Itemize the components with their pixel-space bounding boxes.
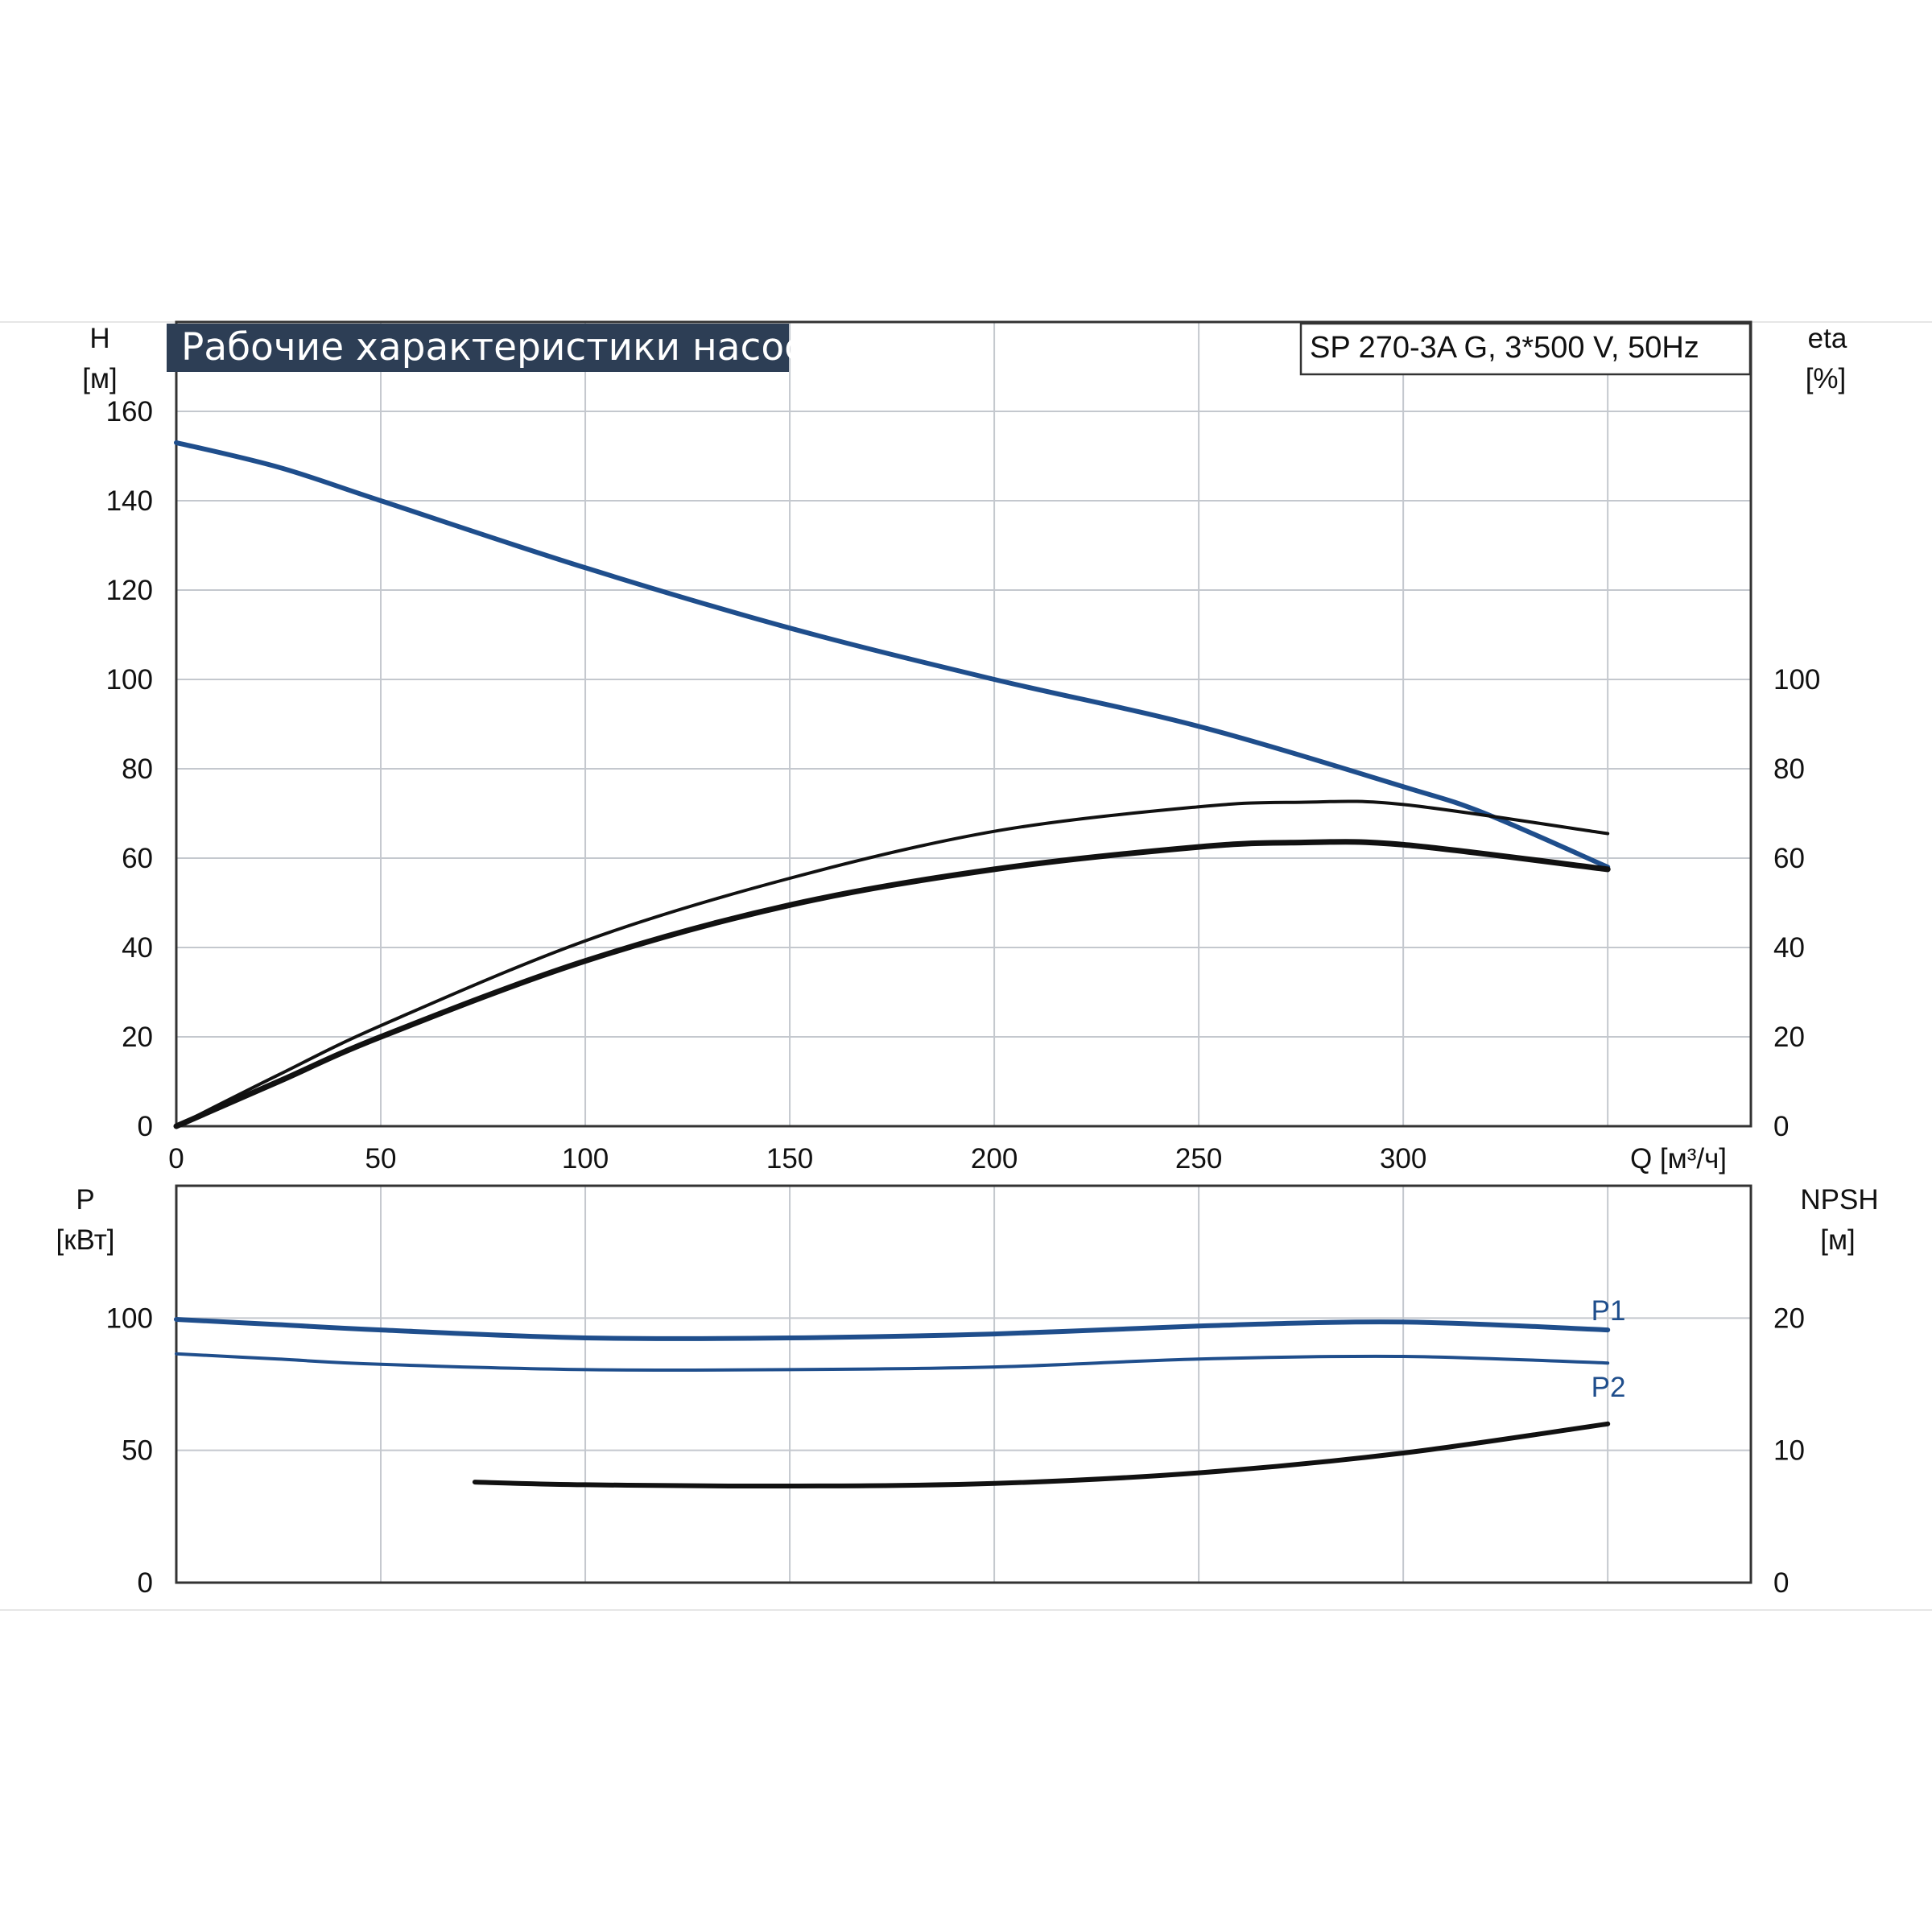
- eta-tick-label: 60: [1773, 843, 1805, 874]
- NPSH-curve: [472, 1421, 1611, 1489]
- P2-curve: [175, 1352, 1610, 1373]
- P1-curve: [174, 1317, 1611, 1341]
- curve-layer: [173, 440, 1611, 1489]
- x-tick-label: 50: [365, 1143, 397, 1174]
- head-axis-label: H: [89, 323, 109, 354]
- x-tick-label: 200: [971, 1143, 1018, 1174]
- x-tick-label: 100: [562, 1143, 609, 1174]
- head-tick-label: 0: [138, 1111, 153, 1142]
- head-tick-label: 60: [122, 843, 153, 874]
- eta-axis-label: eta: [1808, 323, 1847, 354]
- chart-title: Рабочие характеристики насоса: [167, 324, 828, 372]
- head-tick-label: 40: [122, 932, 153, 964]
- chart-title-text: Рабочие характеристики насоса: [181, 325, 828, 369]
- model-box-frame: [1299, 322, 1752, 376]
- power-tick-label: 100: [106, 1302, 153, 1334]
- head-tick-label: 120: [106, 575, 153, 606]
- x-tick-label: 250: [1175, 1143, 1222, 1174]
- head-tick-label: 20: [122, 1022, 153, 1053]
- head-tick-label: 100: [106, 664, 153, 696]
- power-tick-label: 50: [122, 1435, 153, 1467]
- power-axis-unit: [кВт]: [56, 1224, 115, 1256]
- eta-axis-unit: [%]: [1806, 363, 1847, 394]
- eta-tick-label: 100: [1773, 664, 1820, 696]
- eta-tick-label: 20: [1773, 1022, 1805, 1053]
- npsh-tick-label: 0: [1773, 1567, 1789, 1599]
- head-axis-unit: [м]: [82, 363, 118, 394]
- eta-tick-label: 40: [1773, 932, 1805, 964]
- efficiency-total-curve: [173, 839, 1611, 1129]
- plot-frame-bottom: [175, 1184, 1752, 1584]
- efficiency-pump-curve: [175, 799, 1610, 1128]
- p2-curve-label: P2: [1591, 1372, 1626, 1403]
- p1-curve-label: P1: [1591, 1295, 1626, 1327]
- model-text: SP 270-3A G, 3*500 V, 50Hz: [1310, 331, 1699, 365]
- model-box: SP 270-3A G, 3*500 V, 50Hz: [1299, 322, 1752, 376]
- tick-layer: 0 50 100 150 200 250 3000204060801001201401600…: [106, 396, 1821, 1599]
- plot-frame-top: [175, 320, 1752, 1128]
- x-tick-label: 0: [168, 1143, 184, 1174]
- x-tick-label: 150: [766, 1143, 813, 1174]
- head-tick-label: 140: [106, 485, 153, 517]
- head-tick-label: 160: [106, 396, 153, 427]
- head-curve: [174, 440, 1611, 870]
- frame-layer: [175, 320, 1752, 1584]
- npsh-axis-unit: [м]: [1820, 1224, 1856, 1256]
- npsh-tick-label: 10: [1773, 1435, 1805, 1467]
- npsh-tick-label: 20: [1773, 1302, 1805, 1334]
- head-tick-label: 80: [122, 753, 153, 785]
- npsh-axis-label: NPSH: [1800, 1184, 1878, 1216]
- flow-axis-label: Q [м³/ч]: [1630, 1143, 1727, 1174]
- power-axis-label: P: [76, 1184, 94, 1216]
- x-tick-label: 300: [1380, 1143, 1426, 1174]
- chart-title-background: [167, 324, 789, 372]
- power-tick-label: 0: [138, 1567, 153, 1599]
- eta-tick-label: 80: [1773, 753, 1805, 785]
- eta-tick-label: 0: [1773, 1111, 1789, 1142]
